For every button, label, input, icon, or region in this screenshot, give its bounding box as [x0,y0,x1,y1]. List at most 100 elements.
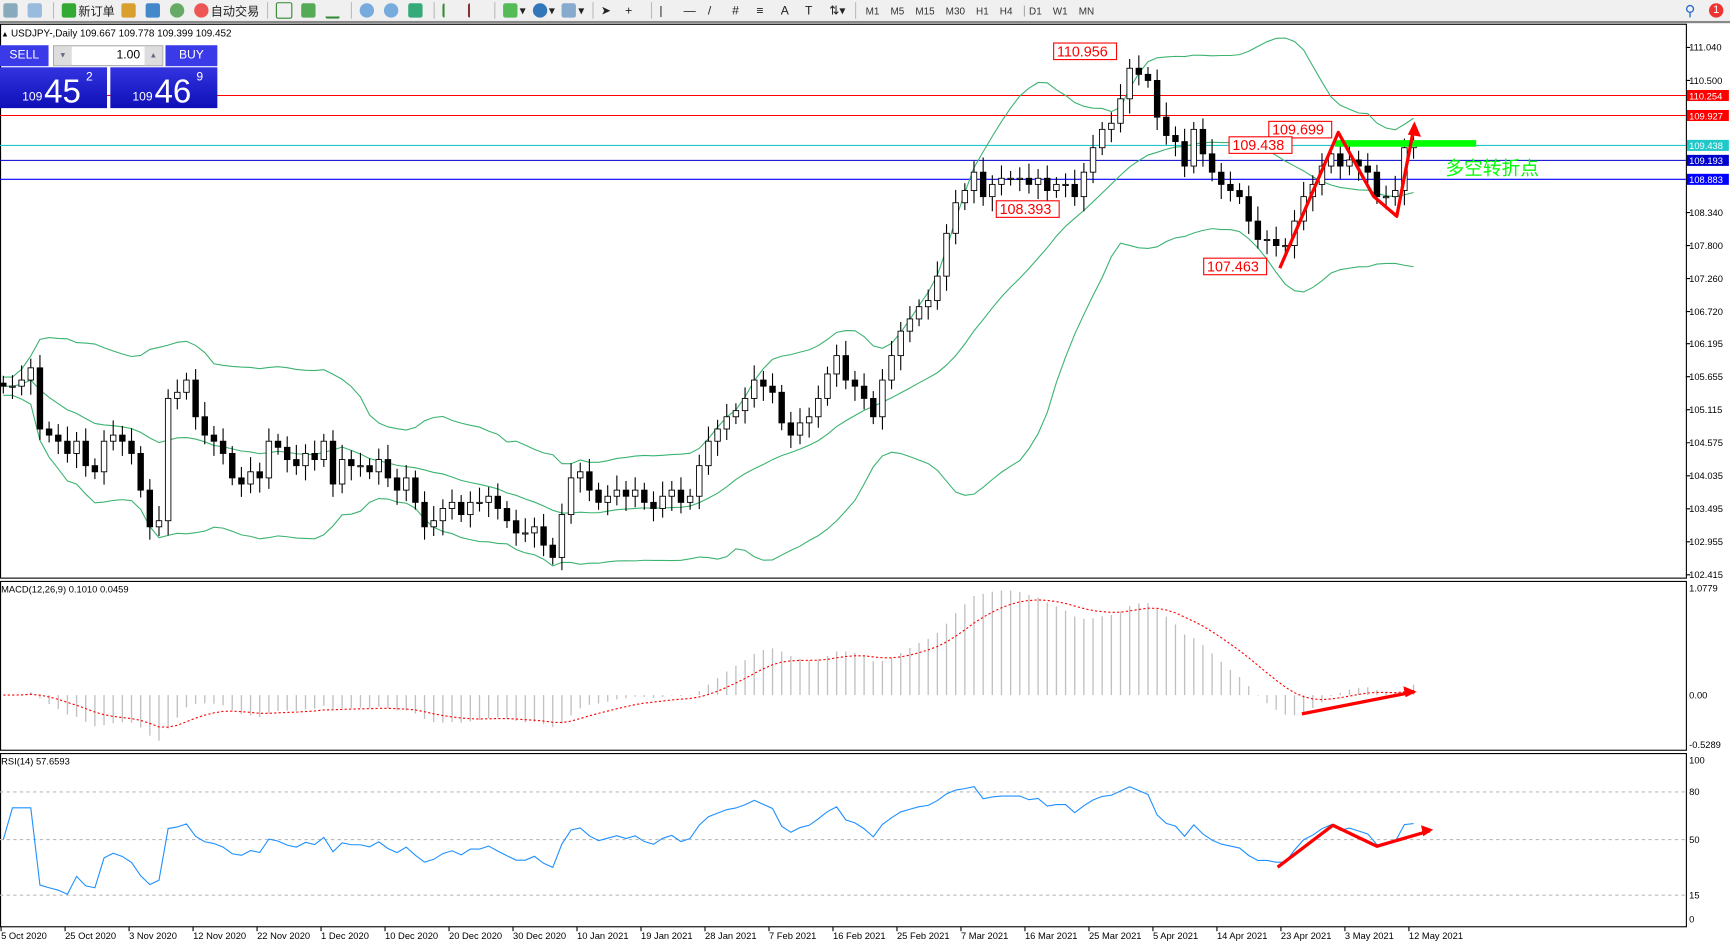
candle-body [558,514,566,558]
sell-button[interactable]: SELL [0,45,49,67]
candle-body [229,453,236,479]
arrows-tool[interactable]: ⇅▾ [829,4,846,18]
candle [1071,169,1078,206]
indicators-button[interactable]: ▾ [503,1,526,20]
timeframe-h1[interactable]: H1 [976,4,989,16]
candle-body [183,379,190,393]
time-label: 7 Mar 2021 [961,931,1008,941]
bar-chart-button[interactable] [275,1,295,20]
candle [192,369,199,430]
cursor-tool[interactable]: ➤ [600,4,612,18]
buy-button[interactable]: BUY [165,45,218,67]
candle [604,485,611,516]
candle-body [577,471,584,479]
zoom-in-button[interactable] [359,1,378,20]
notifications-button[interactable]: 1 [1709,1,1727,20]
price-tick-label: 105.115 [1689,405,1722,415]
timeframe-h4[interactable]: H4 [999,4,1013,16]
auto-scroll-button[interactable] [442,1,461,20]
search-icon[interactable]: ⚲ [1684,1,1696,19]
price-level-badge [1686,139,1729,151]
line-chart-button[interactable] [325,1,343,20]
candle-body [1080,171,1088,198]
new-order-button[interactable]: 新订单 [61,1,115,20]
timeframe-w1[interactable]: W1 [1052,4,1068,16]
candle-body [421,501,428,528]
fibonacci-tool[interactable]: ≡ [756,3,764,18]
timeframe-d1[interactable]: D1 [1023,4,1042,16]
candle-body [393,477,401,491]
candle-body [283,446,291,461]
timeframe-m15[interactable]: M15 [915,4,935,16]
trendline-tool[interactable]: / [707,3,712,18]
toolbar: 新订单 自动交易 ▾ ▾ ▾ ➤ + | — / # ≡ A T ⇅▾ M1 M5… [0,0,1730,24]
candle [769,373,776,404]
candle [851,370,859,401]
chart-shift-button[interactable] [467,1,487,20]
time-label: 12 May 2021 [1409,931,1463,941]
signals-button[interactable] [169,1,188,20]
zoom-window-button[interactable] [27,1,46,20]
candle [27,358,34,395]
candle [659,481,666,518]
candle [274,433,282,455]
candle-body [1062,183,1069,186]
horizontal-line-tool[interactable]: — [683,3,696,18]
timeframe-m1[interactable]: M1 [865,4,880,16]
candle [1053,177,1060,198]
text-label-tool[interactable]: T [804,3,813,18]
periods-button[interactable]: ▾ [532,1,555,20]
candle [119,425,126,456]
history-button[interactable] [121,1,139,20]
terminal-button[interactable] [145,1,164,20]
lot-increase-button[interactable]: ▲ [144,46,163,66]
candle-body [805,416,813,424]
candle-body [1199,128,1207,155]
terminal-icon [145,3,160,18]
zoom-out-button[interactable] [383,1,402,20]
candle-body [311,453,318,461]
new-chart-button[interactable] [3,1,21,20]
lot-decrease-button[interactable]: ▼ [54,46,72,66]
candle-body [55,434,62,442]
auto-trading-button[interactable]: 自动交易 [194,1,259,20]
chart-icon [3,3,18,18]
candle [778,384,785,431]
candle-body [824,373,831,399]
timeframe-mn[interactable]: MN [1078,4,1095,16]
candle [329,430,337,497]
price-level-badge [1686,173,1729,185]
crosshair-tool[interactable]: + [625,3,633,18]
candle [1098,122,1106,156]
candle [183,372,190,400]
price-annotation-box [1228,136,1293,154]
tile-windows-button[interactable] [408,1,426,20]
candle [283,436,291,473]
time-label: 10 Jan 2021 [577,931,629,941]
candle-body [659,495,666,509]
timeframe-m30[interactable]: M30 [945,4,966,16]
candle [412,470,419,510]
candle-body [293,459,300,467]
sell-price[interactable]: 109 45 2 [0,67,108,110]
chart-area[interactable]: USDJPY-,Daily 109.667 109.778 109.399 10… [0,23,1730,943]
candle [9,375,16,400]
text-tool[interactable]: A [780,3,789,18]
timeframe-m5[interactable]: M5 [890,4,905,16]
chart-header: USDJPY-,Daily 109.667 109.778 109.399 10… [11,28,232,39]
templates-button[interactable]: ▾ [561,1,584,20]
channel-tool[interactable]: # [732,3,739,18]
buy-price[interactable]: 109 46 9 [110,67,218,110]
candle-body [1053,183,1060,191]
new-order-icon [61,3,77,18]
time-label: 7 Feb 2021 [769,931,816,941]
time-label: 30 Dec 2020 [513,931,566,941]
candle-body [943,232,950,277]
lot-size-input[interactable]: ▼ 1.00 ▲ [52,45,164,67]
candle-body [430,520,437,528]
candle [320,433,328,467]
vertical-line-tool[interactable]: | [659,3,663,18]
candle-chart-button[interactable] [301,1,319,20]
candle-body [485,495,492,503]
